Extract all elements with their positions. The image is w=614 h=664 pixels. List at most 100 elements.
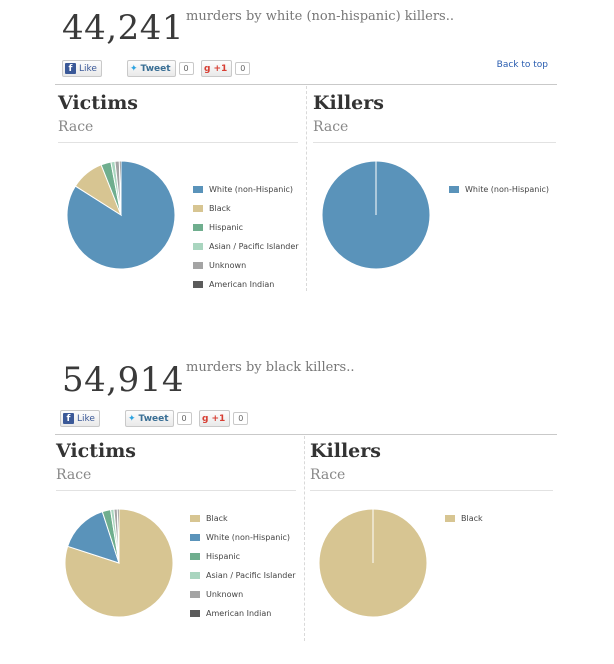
- legend-swatch: [190, 515, 200, 522]
- victims-pie-chart: [66, 160, 176, 270]
- tweet-widget[interactable]: ✦ Tweet 0: [125, 410, 192, 427]
- legend-swatch: [190, 610, 200, 617]
- legend-label: American Indian: [209, 280, 275, 289]
- legend-item-american-indian: American Indian: [193, 275, 299, 294]
- facebook-icon: f: [65, 63, 76, 74]
- legend-label: Black: [461, 514, 483, 523]
- victims-title: Victims: [56, 440, 136, 462]
- tweet-count: 0: [178, 62, 194, 75]
- gplus-icon: g: [204, 63, 211, 74]
- legend-swatch: [193, 186, 203, 193]
- facebook-like-widget[interactable]: f Like: [62, 60, 102, 77]
- gplus-widget[interactable]: g +1 0: [199, 410, 249, 427]
- legend-item-asian-pacific-islander: Asian / Pacific Islander: [193, 237, 299, 256]
- tweet-label: Tweet: [140, 63, 171, 74]
- facebook-icon: f: [63, 413, 74, 424]
- killers-subtitle: Race: [310, 467, 346, 483]
- legend-label: American Indian: [206, 609, 272, 618]
- facebook-like-button[interactable]: f Like: [62, 60, 102, 77]
- facebook-like-button[interactable]: f Like: [60, 410, 100, 427]
- tweet-button[interactable]: ✦ Tweet: [125, 410, 174, 427]
- legend-item-unknown: Unknown: [193, 256, 299, 275]
- murder-count: 44,241: [62, 8, 184, 48]
- victims-pie-chart: [64, 508, 174, 618]
- legend-swatch: [193, 281, 203, 288]
- killers-rule: [313, 142, 556, 143]
- legend-swatch: [193, 224, 203, 231]
- killers-legend: Black: [445, 509, 483, 528]
- legend-item-white-non-hispanic: White (non-Hispanic): [449, 180, 549, 199]
- legend-swatch: [190, 534, 200, 541]
- gplus-count: 0: [235, 62, 251, 75]
- legend-label: Asian / Pacific Islander: [209, 242, 299, 251]
- murder-count: 54,914: [62, 360, 184, 400]
- legend-item-black: Black: [445, 509, 483, 528]
- victims-rule: [58, 142, 298, 143]
- twitter-bird-icon: ✦: [128, 413, 136, 424]
- victims-title: Victims: [58, 92, 138, 114]
- legend-label: White (non-Hispanic): [465, 185, 550, 194]
- legend-item-asian-pacific-islander: Asian / Pacific Islander: [190, 566, 296, 585]
- killers-legend: White (non-Hispanic): [449, 180, 549, 199]
- legend-label: Asian / Pacific Islander: [206, 571, 296, 580]
- legend-swatch: [193, 205, 203, 212]
- gplus-button[interactable]: g +1: [199, 410, 231, 427]
- legend-label: Hispanic: [206, 552, 241, 561]
- legend-swatch: [190, 591, 200, 598]
- legend-label: Black: [209, 204, 231, 213]
- back-to-top-link[interactable]: Back to top: [496, 60, 548, 70]
- panel-divider: [304, 436, 305, 641]
- legend-item-hispanic: Hispanic: [190, 547, 296, 566]
- twitter-bird-icon: ✦: [130, 63, 138, 74]
- legend-swatch: [190, 572, 200, 579]
- legend-swatch: [445, 515, 455, 522]
- victims-subtitle: Race: [56, 467, 92, 483]
- legend-item-black: Black: [193, 199, 299, 218]
- section-divider: [55, 84, 557, 85]
- gplus-widget[interactable]: g +1 0: [201, 60, 251, 77]
- section-white-killers: 44,241 murders by white (non-hispanic) k…: [0, 0, 614, 300]
- tweet-button[interactable]: ✦ Tweet: [127, 60, 176, 77]
- tweet-label: Tweet: [138, 413, 169, 424]
- gplus-count: 0: [233, 412, 249, 425]
- killers-subtitle: Race: [313, 119, 349, 135]
- killers-title: Killers: [310, 440, 381, 462]
- gplus-label: +1: [211, 413, 226, 424]
- murder-count-caption: murders by black killers..: [186, 360, 355, 375]
- legend-label: Black: [206, 514, 228, 523]
- legend-swatch: [190, 553, 200, 560]
- killers-pie-chart: [318, 508, 428, 618]
- legend-label: Hispanic: [209, 223, 244, 232]
- legend-item-unknown: Unknown: [190, 585, 296, 604]
- facebook-like-widget[interactable]: f Like: [60, 410, 100, 427]
- legend-label: Unknown: [206, 590, 244, 599]
- legend-label: White (non-Hispanic): [209, 185, 294, 194]
- gplus-button[interactable]: g +1: [201, 60, 233, 77]
- killers-pie-chart: [321, 160, 431, 270]
- legend-item-hispanic: Hispanic: [193, 218, 299, 237]
- victims-legend: Black White (non-Hispanic) Hispanic Asian /…: [190, 509, 296, 623]
- legend-label: White (non-Hispanic): [206, 533, 291, 542]
- like-label: Like: [79, 63, 97, 74]
- victims-subtitle: Race: [58, 119, 94, 135]
- like-label: Like: [77, 413, 95, 424]
- panel-divider: [306, 86, 307, 291]
- murder-count-caption: murders by white (non-hispanic) killers.…: [186, 9, 454, 24]
- victims-legend: White (non-Hispanic) Black Hispanic Asian /…: [193, 180, 299, 294]
- killers-title: Killers: [313, 92, 384, 114]
- section-black-killers: 54,914 murders by black killers.. f Like…: [0, 350, 614, 650]
- gplus-icon: g: [202, 413, 209, 424]
- tweet-count: 0: [176, 412, 192, 425]
- legend-item-american-indian: American Indian: [190, 604, 296, 623]
- section-divider: [55, 434, 557, 435]
- tweet-widget[interactable]: ✦ Tweet 0: [127, 60, 194, 77]
- legend-label: Unknown: [209, 261, 247, 270]
- legend-swatch: [449, 186, 459, 193]
- legend-swatch: [193, 243, 203, 250]
- legend-item-white-non-hispanic: White (non-Hispanic): [193, 180, 299, 199]
- victims-rule: [56, 490, 296, 491]
- legend-item-white-non-hispanic: White (non-Hispanic): [190, 528, 296, 547]
- killers-rule: [310, 490, 553, 491]
- legend-swatch: [193, 262, 203, 269]
- gplus-label: +1: [213, 63, 228, 74]
